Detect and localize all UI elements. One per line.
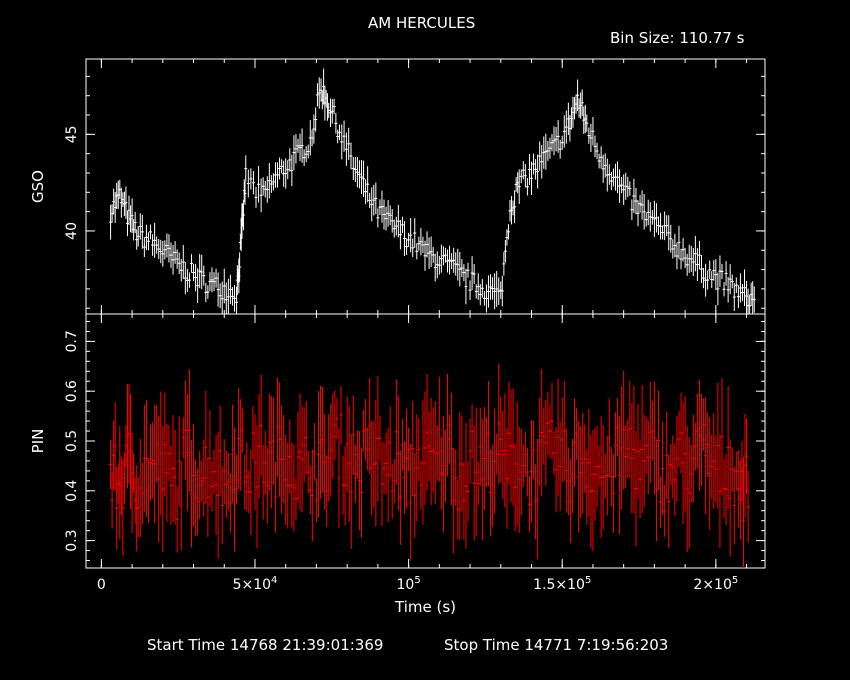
start-time-label: Start Time 14768 21:39:01:369 <box>147 636 384 654</box>
stop-time-label: Stop Time 14771 7:19:56:203 <box>444 636 669 654</box>
y-tick-label: 0.3 <box>64 529 80 551</box>
x-tick-label: 2×105 <box>693 575 738 593</box>
x-axis-label: Time (s) <box>394 598 456 616</box>
y-tick-label: 45 <box>64 125 80 143</box>
x-tick-label: 0 <box>97 577 106 593</box>
chart-title: AM HERCULES <box>368 14 476 32</box>
x-tick-label: 5×104 <box>233 575 278 593</box>
y-tick-label: 0.4 <box>64 480 80 502</box>
x-tick-label: 105 <box>397 575 421 593</box>
y-tick-label: 0.5 <box>64 430 80 452</box>
bin-size-label: Bin Size: 110.77 s <box>610 29 745 47</box>
x-tick-label: 1.5×105 <box>533 575 591 593</box>
y-axis-label-pin: PIN <box>29 429 47 454</box>
y-tick-label: 40 <box>64 222 80 240</box>
y-tick-label: 0.6 <box>64 380 80 402</box>
y-axis-label-gso: GSO <box>29 170 47 203</box>
y-tick-label: 0.7 <box>64 330 80 352</box>
